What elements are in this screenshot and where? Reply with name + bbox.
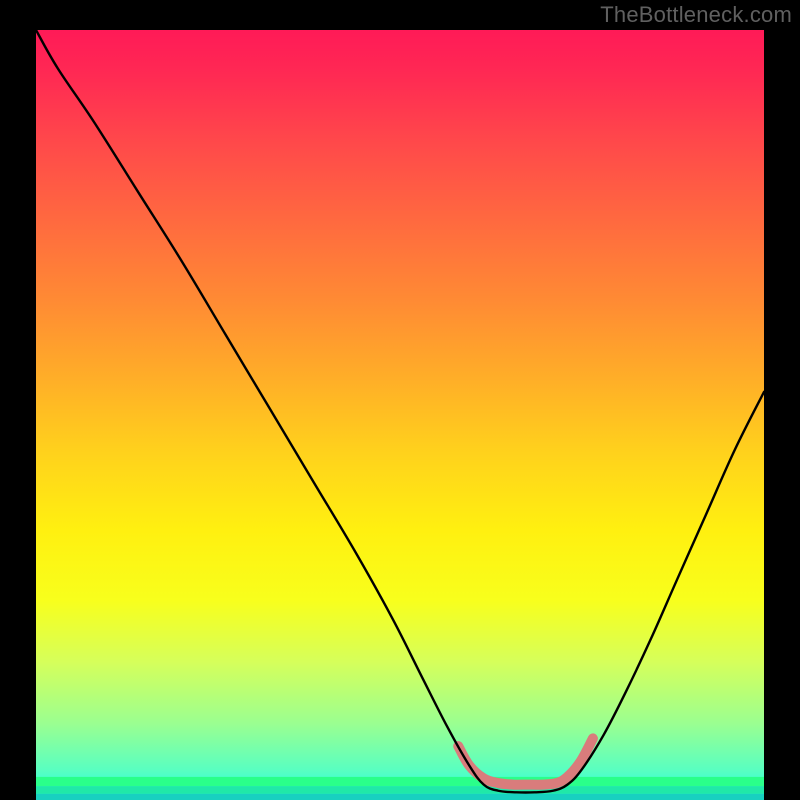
bottleneck-curve-plot (36, 30, 764, 800)
bottom-band (36, 777, 764, 786)
gradient-background (36, 30, 764, 800)
bottom-band (36, 794, 764, 800)
bottom-band (36, 786, 764, 794)
watermark-text: TheBottleneck.com (600, 2, 792, 28)
chart-container: TheBottleneck.com (0, 0, 800, 800)
